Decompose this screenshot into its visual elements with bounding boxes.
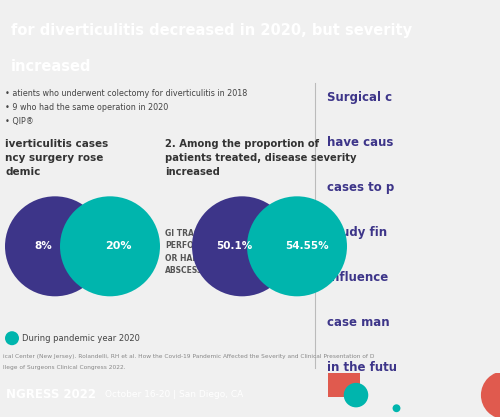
Ellipse shape (5, 331, 19, 345)
Ellipse shape (481, 371, 500, 417)
Text: 2. Among the proportion of
patients treated, disease severity
increased: 2. Among the proportion of patients trea… (165, 139, 356, 177)
Text: influence: influence (327, 271, 388, 284)
Text: 20%: 20% (105, 241, 131, 251)
Text: • QIP®: • QIP® (5, 117, 34, 126)
Ellipse shape (344, 383, 368, 407)
Text: October 16-20 | San Diego, CA: October 16-20 | San Diego, CA (105, 390, 243, 399)
Text: in the futu: in the futu (327, 361, 397, 374)
Bar (328, 373, 360, 397)
Text: • 9 who had the same operation in 2020: • 9 who had the same operation in 2020 (5, 103, 168, 112)
Text: cases to p: cases to p (327, 181, 394, 194)
Text: Study fin: Study fin (327, 226, 387, 239)
Text: • atients who underwent colectomy for diverticulitis in 2018: • atients who underwent colectomy for di… (5, 89, 247, 98)
Text: case man: case man (327, 317, 390, 329)
Text: GI TRACT
PERFORATED
OR HAD AN
ABSCESS: GI TRACT PERFORATED OR HAD AN ABSCESS (165, 229, 222, 275)
Text: 54.55%: 54.55% (285, 241, 329, 251)
Text: ical Center (New Jersey). Rolandelli, RH et al. How the Covid-19 Pandemic Affect: ical Center (New Jersey). Rolandelli, RH… (3, 354, 374, 359)
Text: iverticulitis cases
ncy surgery rose
demic: iverticulitis cases ncy surgery rose dem… (5, 139, 108, 177)
Ellipse shape (192, 196, 292, 296)
Text: NGRESS 2022: NGRESS 2022 (6, 388, 96, 401)
Text: 50.1%: 50.1% (216, 241, 252, 251)
Text: Surgical c: Surgical c (327, 91, 392, 104)
Text: increased: increased (11, 58, 92, 73)
Ellipse shape (5, 196, 105, 296)
Text: llege of Surgeons Clinical Congress 2022.: llege of Surgeons Clinical Congress 2022… (3, 365, 126, 370)
Ellipse shape (60, 196, 160, 296)
Text: 8%: 8% (34, 241, 52, 251)
Text: for diverticulitis decreased in 2020, but severity: for diverticulitis decreased in 2020, bu… (11, 23, 412, 38)
Text: During pandemic year 2020: During pandemic year 2020 (22, 334, 140, 343)
Ellipse shape (392, 404, 400, 412)
Text: have caus: have caus (327, 136, 394, 149)
Ellipse shape (247, 196, 347, 296)
